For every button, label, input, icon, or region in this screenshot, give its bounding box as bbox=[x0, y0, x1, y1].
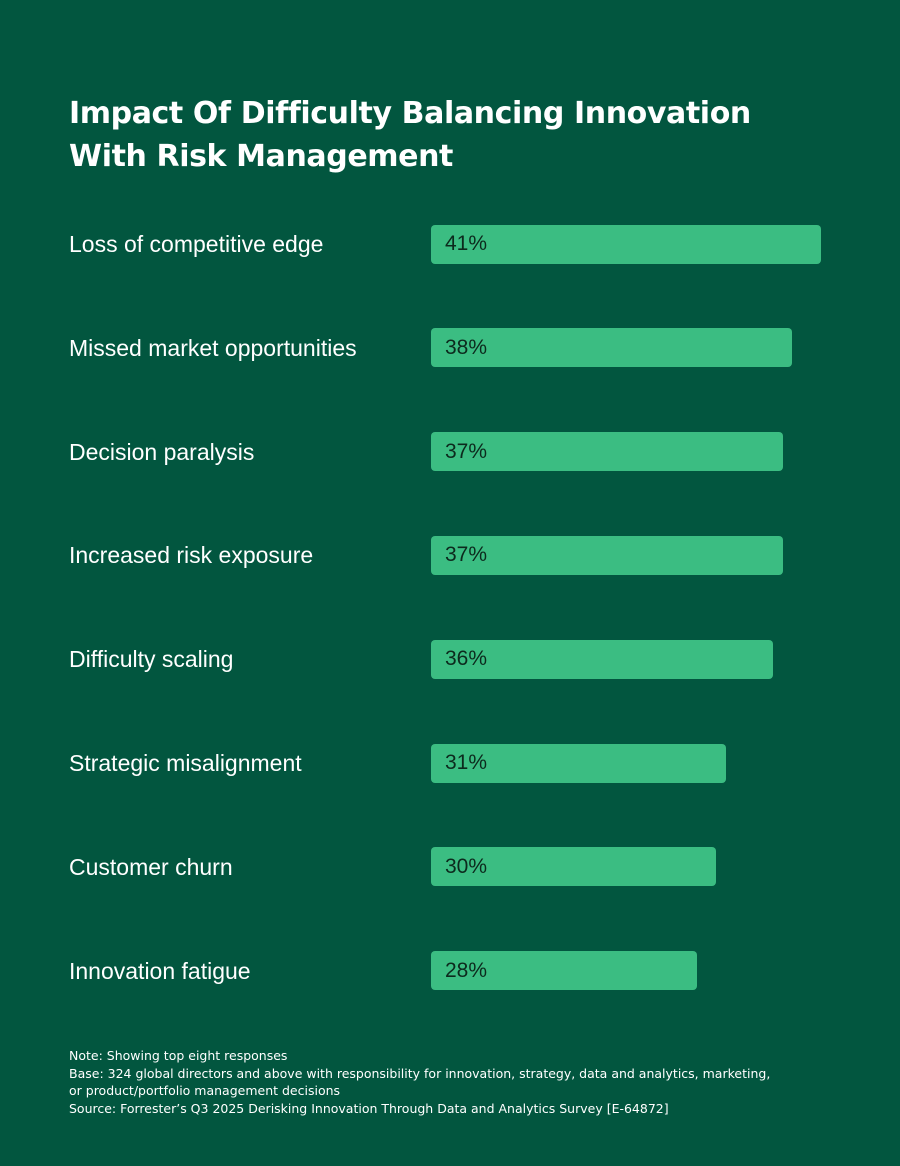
bar-value-label: 30% bbox=[445, 854, 488, 878]
chart-title-line-2: With Risk Management bbox=[69, 139, 453, 174]
bar-value-label: 38% bbox=[445, 335, 488, 359]
bar bbox=[431, 535, 783, 575]
base-text-line-2: or product/portfolio management decision… bbox=[69, 1083, 341, 1098]
chart-title: Impact Of Difficulty Balancing Innovatio… bbox=[69, 92, 829, 178]
source-text: Source: Forrester’s Q3 2025 Derisking In… bbox=[69, 1100, 669, 1116]
category-label: Increased risk exposure bbox=[69, 542, 314, 569]
chart-notes: Note: Showing top eight responses Base: … bbox=[69, 1047, 849, 1117]
base-text-line-1: Base: 324 global directors and above wit… bbox=[69, 1065, 771, 1081]
bar bbox=[431, 951, 698, 991]
bar bbox=[431, 847, 717, 887]
category-label: Difficulty scaling bbox=[69, 646, 234, 673]
category-label: Loss of competitive edge bbox=[69, 231, 324, 257]
bar-chart: Loss of competitive edge 41% Missed market… bbox=[69, 224, 821, 991]
bar-value-label: 37% bbox=[445, 543, 488, 567]
category-label: Customer churn bbox=[69, 853, 233, 880]
category-label: Strategic misalignment bbox=[69, 750, 302, 776]
chart-title-line-1: Impact Of Difficulty Balancing Innovatio… bbox=[69, 96, 751, 131]
bar-value-label: 41% bbox=[445, 232, 488, 255]
bar-value-label: 31% bbox=[445, 751, 488, 774]
bar bbox=[431, 432, 783, 472]
bar bbox=[431, 224, 821, 264]
category-label: Innovation fatigue bbox=[69, 957, 251, 984]
category-label: Missed market opportunities bbox=[69, 334, 357, 361]
bar bbox=[431, 328, 793, 368]
bar bbox=[431, 639, 774, 679]
bar bbox=[431, 743, 726, 783]
bar-value-label: 28% bbox=[445, 958, 488, 982]
category-label: Decision paralysis bbox=[69, 438, 255, 465]
bar-value-label: 36% bbox=[445, 647, 488, 671]
note-text: Note: Showing top eight responses bbox=[69, 1048, 288, 1063]
bar-value-label: 37% bbox=[445, 439, 488, 463]
